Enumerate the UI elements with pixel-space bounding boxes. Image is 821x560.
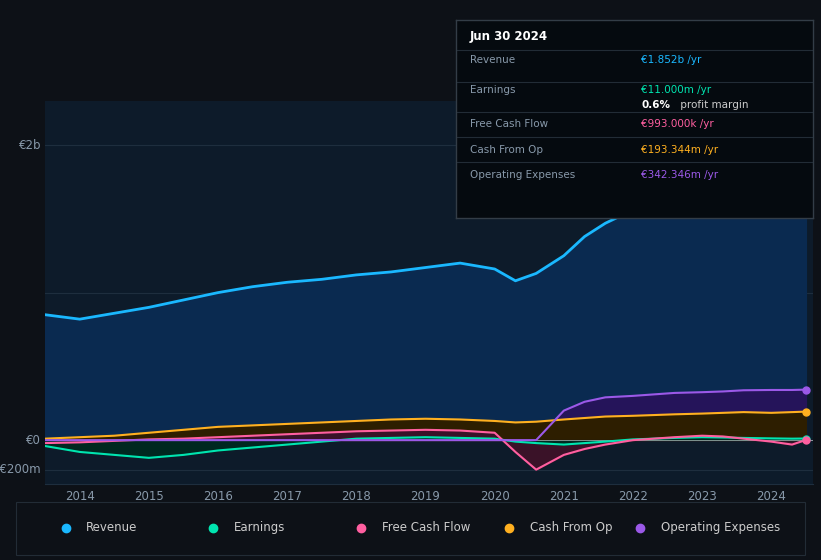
Text: 0.6%: 0.6% bbox=[641, 100, 671, 110]
Text: -€200m: -€200m bbox=[0, 463, 41, 476]
Text: Revenue: Revenue bbox=[86, 521, 138, 534]
Text: €1.852b /yr: €1.852b /yr bbox=[641, 55, 702, 66]
Text: €0: €0 bbox=[26, 433, 41, 447]
Text: €2b: €2b bbox=[19, 138, 41, 152]
Text: Earnings: Earnings bbox=[234, 521, 286, 534]
Text: Operating Expenses: Operating Expenses bbox=[661, 521, 780, 534]
Text: Free Cash Flow: Free Cash Flow bbox=[382, 521, 470, 534]
Text: €342.346m /yr: €342.346m /yr bbox=[641, 170, 718, 180]
Text: €193.344m /yr: €193.344m /yr bbox=[641, 145, 718, 155]
FancyBboxPatch shape bbox=[16, 502, 805, 555]
Text: Revenue: Revenue bbox=[470, 55, 515, 66]
Text: Cash From Op: Cash From Op bbox=[470, 145, 543, 155]
Text: Free Cash Flow: Free Cash Flow bbox=[470, 119, 548, 129]
Text: Jun 30 2024: Jun 30 2024 bbox=[470, 30, 548, 43]
Text: €11.000m /yr: €11.000m /yr bbox=[641, 85, 712, 95]
Text: Operating Expenses: Operating Expenses bbox=[470, 170, 576, 180]
Text: Earnings: Earnings bbox=[470, 85, 516, 95]
Text: Cash From Op: Cash From Op bbox=[530, 521, 612, 534]
Text: profit margin: profit margin bbox=[677, 100, 749, 110]
Text: €993.000k /yr: €993.000k /yr bbox=[641, 119, 714, 129]
